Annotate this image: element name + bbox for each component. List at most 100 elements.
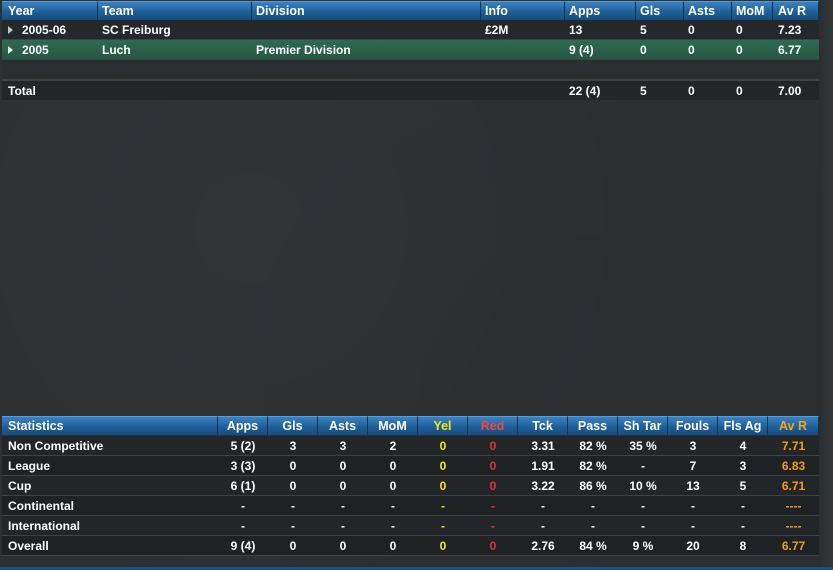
stats-cell-red: 0	[489, 459, 497, 473]
stats-row-label: Continental	[8, 499, 74, 513]
col-header-gls[interactable]: Gls	[636, 1, 684, 20]
stats-cell-red: 0	[489, 479, 497, 493]
stats-body: Non Competitive 5 (2) 3 3 2 0 0 3.31 82 …	[2, 436, 819, 556]
stats-cell-avr: 6.71	[781, 479, 806, 493]
col-header-asts[interactable]: Asts	[684, 1, 732, 20]
career-row-selected[interactable]: 2005 Luch Premier Division 9 (4) 0 0 0 6…	[2, 40, 819, 60]
stats-row-non-competitive: Non Competitive 5 (2) 3 3 2 0 0 3.31 82 …	[2, 436, 819, 456]
stats-cell-pass: 86 %	[579, 479, 607, 493]
stats-header-row: Statistics Apps Gls Asts MoM Yel Red Tck…	[2, 416, 819, 436]
stats-cell-mom: 2	[389, 439, 397, 453]
triangle-right-icon[interactable]	[8, 46, 13, 54]
stats-cell-mom: -	[391, 519, 395, 533]
career-total-row: Total 22 (4) 5 0 0 7.00	[2, 80, 819, 100]
stats-header-flsag[interactable]: Fls Ag	[718, 416, 768, 435]
stats-header-shtar[interactable]: Sh Tar	[618, 416, 668, 435]
stats-header-statistics[interactable]: Statistics	[2, 416, 218, 435]
stats-header-yel[interactable]: Yel	[418, 416, 468, 435]
stats-header-apps[interactable]: Apps	[218, 416, 268, 435]
stats-cell-flsag: -	[741, 519, 745, 533]
career-row[interactable]: 2005-06 SC Freiburg £2M 13 5 0 0 7.23	[2, 20, 819, 40]
career-spacer-row	[2, 60, 819, 80]
stats-cell-flsag: -	[741, 499, 745, 513]
career-total-info	[481, 81, 565, 100]
stats-header-pass[interactable]: Pass	[568, 416, 618, 435]
stats-cell-red: 0	[489, 539, 497, 553]
stats-cell-shtar: 10 %	[629, 479, 657, 493]
career-cell-info: £2M	[485, 23, 509, 37]
stats-cell-asts: 0	[339, 479, 347, 493]
col-header-division[interactable]: Division	[252, 1, 481, 20]
stats-row-continental: Continental - - - - - - - - - - - ----	[2, 496, 819, 516]
stats-cell-avr: ----	[785, 519, 802, 533]
stats-row-label: Cup	[8, 479, 32, 493]
statistics-table: Statistics Apps Gls Asts MoM Yel Red Tck…	[2, 416, 819, 556]
stats-cell-apps: 9 (4)	[230, 539, 256, 553]
right-edge-panel	[819, 0, 833, 570]
stats-cell-gls: 3	[289, 439, 297, 453]
stats-cell-fouls: -	[691, 499, 695, 513]
career-cell-avr: 7.23	[778, 23, 802, 37]
career-cell-division[interactable]: Premier Division	[256, 43, 351, 57]
career-cell-mom: 0	[736, 23, 743, 37]
stats-cell-tck: 1.91	[531, 459, 555, 473]
career-cell-info	[481, 40, 565, 59]
stats-header-red[interactable]: Red	[468, 416, 518, 435]
career-cell-team[interactable]: SC Freiburg	[102, 23, 171, 37]
col-header-team[interactable]: Team	[98, 1, 252, 20]
col-header-mom[interactable]: MoM	[732, 1, 773, 20]
col-header-year[interactable]: Year	[2, 1, 98, 20]
stats-cell-asts: -	[341, 499, 345, 513]
stats-cell-avr: 7.71	[781, 439, 806, 453]
col-header-info[interactable]: Info	[481, 1, 565, 20]
career-cell-team[interactable]: Luch	[102, 43, 131, 57]
stats-row-label: League	[8, 459, 51, 473]
stats-cell-gls: 0	[289, 479, 297, 493]
stats-cell-asts: -	[341, 519, 345, 533]
stats-cell-tck: 3.22	[531, 479, 555, 493]
stats-cell-pass: 82 %	[579, 459, 607, 473]
stats-header-avr[interactable]: Av R	[768, 416, 819, 435]
stats-header-gls[interactable]: Gls	[268, 416, 318, 435]
stats-cell-shtar: -	[641, 499, 645, 513]
career-cell-apps: 9 (4)	[569, 43, 594, 57]
stats-cell-apps: 3 (3)	[230, 459, 256, 473]
stats-cell-flsag: 4	[739, 439, 747, 453]
stats-cell-fouls: 13	[686, 479, 700, 493]
career-total-division	[252, 81, 481, 100]
career-total-gls: 5	[640, 84, 647, 98]
stats-cell-yel: -	[441, 519, 445, 533]
stats-cell-gls: -	[291, 519, 295, 533]
col-header-avr[interactable]: Av R	[773, 1, 819, 20]
career-total-apps: 22 (4)	[569, 84, 601, 98]
stats-cell-asts: 0	[339, 459, 347, 473]
stats-header-mom[interactable]: MoM	[368, 416, 418, 435]
career-year-text: 2005	[22, 43, 49, 57]
stats-row-label: International	[8, 519, 81, 533]
stats-cell-flsag: 8	[739, 539, 747, 553]
stats-cell-fouls: -	[691, 519, 695, 533]
stats-header-asts[interactable]: Asts	[318, 416, 368, 435]
career-cell-apps: 13	[569, 23, 583, 37]
career-cell-asts: 0	[688, 43, 695, 57]
stats-cell-pass: 84 %	[579, 539, 607, 553]
stats-cell-yel: 0	[439, 459, 447, 473]
stats-cell-yel: -	[441, 499, 445, 513]
career-cell-gls: 0	[640, 43, 647, 57]
stats-header-tck[interactable]: Tck	[518, 416, 568, 435]
stats-cell-yel: 0	[439, 479, 447, 493]
career-cell-year: 2005	[2, 40, 98, 59]
stats-cell-apps: 6 (1)	[230, 479, 256, 493]
career-header-row: Year Team Division Info Apps Gls Asts Mo…	[2, 1, 819, 20]
stats-cell-shtar: -	[641, 459, 645, 473]
stats-cell-pass: -	[591, 499, 595, 513]
triangle-right-icon[interactable]	[8, 26, 13, 34]
stats-cell-apps: -	[241, 519, 245, 533]
stats-row-label: Overall	[8, 539, 49, 553]
stats-cell-mom: 0	[389, 539, 397, 553]
stats-cell-fouls: 20	[686, 539, 700, 553]
col-header-apps[interactable]: Apps	[565, 1, 636, 20]
stats-header-fouls[interactable]: Fouls	[668, 416, 718, 435]
stats-cell-red: -	[491, 519, 495, 533]
stats-row-league: League 3 (3) 0 0 0 0 0 1.91 82 % - 7 3 6…	[2, 456, 819, 476]
